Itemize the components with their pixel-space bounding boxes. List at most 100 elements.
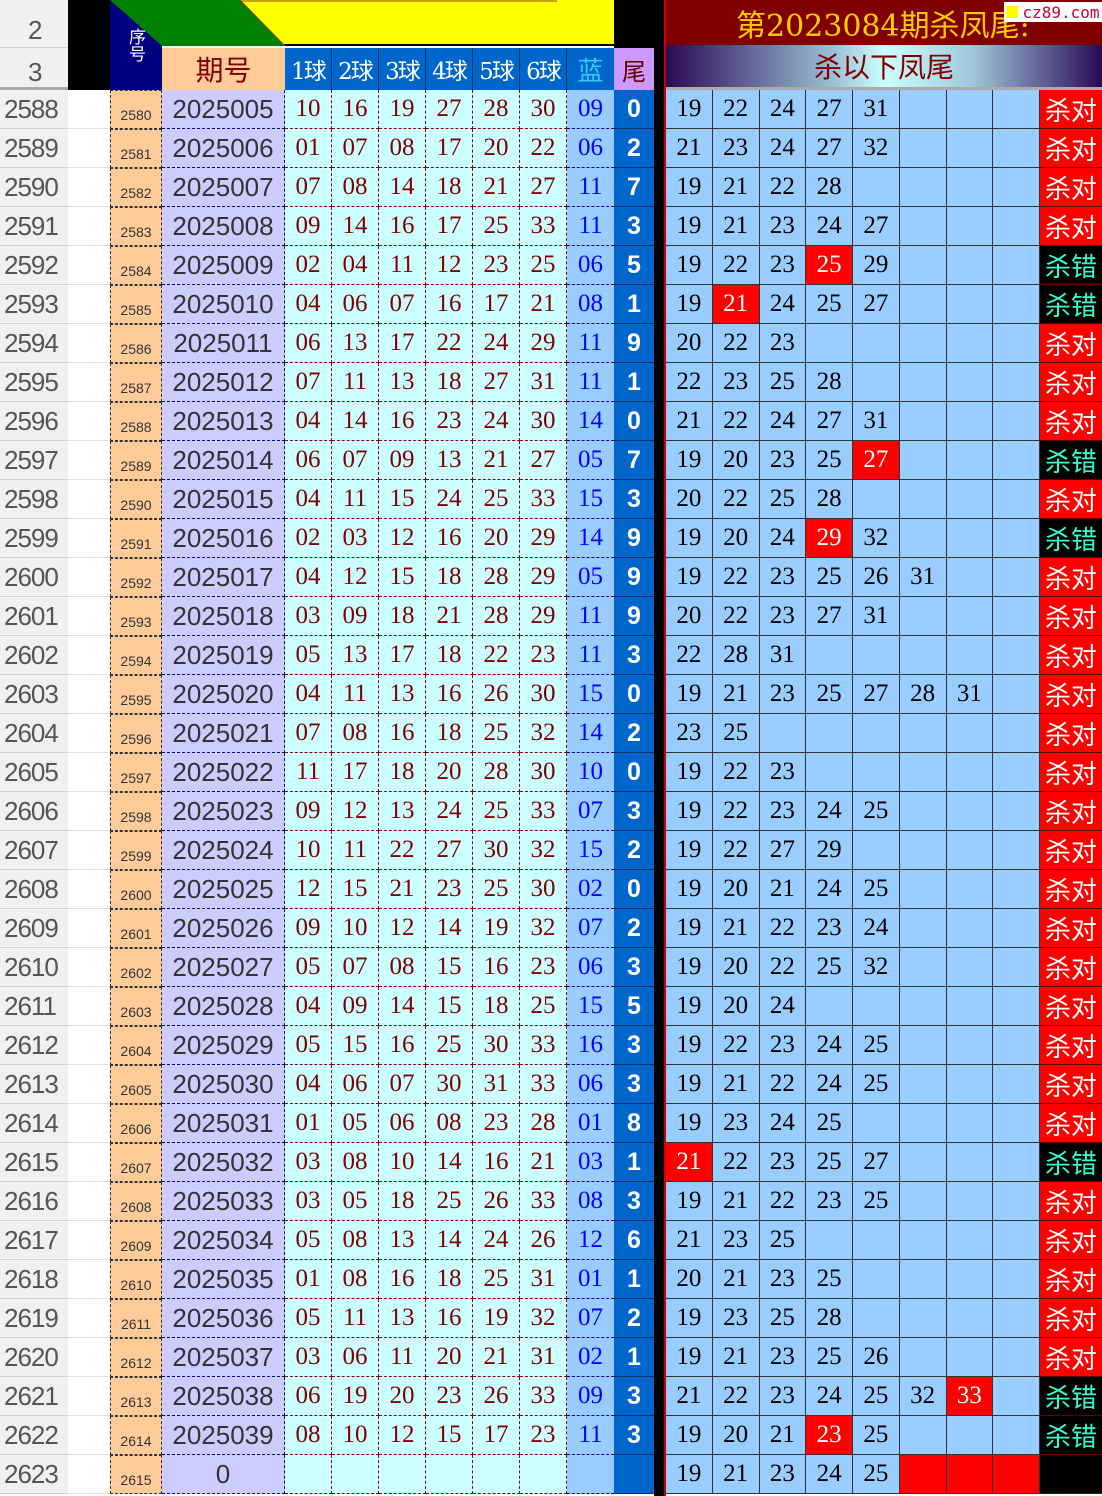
ball-cell[interactable]: 05 bbox=[285, 1221, 332, 1260]
ball-cell[interactable]: 09 bbox=[285, 909, 332, 948]
ball-cell[interactable]: 04 bbox=[285, 285, 332, 324]
blank-cell[interactable] bbox=[68, 168, 110, 207]
kill-number[interactable] bbox=[853, 714, 900, 753]
blank-cell[interactable] bbox=[68, 246, 110, 285]
kill-number[interactable]: 20 bbox=[712, 519, 760, 558]
ball-cell[interactable]: 07 bbox=[285, 168, 332, 207]
blue-ball-cell[interactable]: 01 bbox=[567, 1104, 614, 1143]
ball-cell[interactable]: 25 bbox=[473, 870, 520, 909]
ball-cell[interactable]: 31 bbox=[520, 1260, 567, 1299]
seq-cell[interactable]: 2586 bbox=[110, 324, 162, 363]
period-cell[interactable]: 2025013 bbox=[162, 402, 285, 441]
kill-number[interactable] bbox=[946, 168, 994, 207]
ball-cell[interactable]: 33 bbox=[520, 792, 567, 831]
kill-number[interactable]: 31 bbox=[853, 402, 900, 441]
kill-number[interactable] bbox=[993, 246, 1040, 285]
period-cell[interactable]: 2025025 bbox=[162, 870, 285, 909]
ball-cell[interactable]: 14 bbox=[379, 168, 426, 207]
ball-cell[interactable]: 12 bbox=[285, 870, 332, 909]
blank-cell[interactable] bbox=[68, 558, 110, 597]
ball-cell[interactable]: 05 bbox=[332, 1182, 379, 1221]
ball-cell[interactable]: 21 bbox=[473, 1338, 520, 1377]
kill-number[interactable]: 25 bbox=[853, 1377, 900, 1416]
kill-number-hit[interactable]: 29 bbox=[806, 519, 853, 558]
kill-number[interactable]: 27 bbox=[806, 402, 853, 441]
period-cell[interactable]: 2025022 bbox=[162, 753, 285, 792]
kill-number[interactable] bbox=[946, 1455, 994, 1494]
ball-cell[interactable]: 12 bbox=[379, 909, 426, 948]
ball-cell[interactable]: 13 bbox=[379, 792, 426, 831]
row-header[interactable]: 2604 bbox=[0, 714, 68, 753]
kill-number[interactable]: 19 bbox=[666, 909, 713, 948]
tail-cell[interactable]: 2 bbox=[614, 909, 654, 948]
kill-number[interactable]: 23 bbox=[759, 324, 807, 363]
period-cell[interactable]: 2025021 bbox=[162, 714, 285, 753]
kill-number[interactable] bbox=[946, 402, 994, 441]
ball-cell[interactable]: 16 bbox=[426, 675, 473, 714]
kill-number[interactable] bbox=[899, 636, 947, 675]
ball-cell[interactable]: 28 bbox=[520, 1104, 567, 1143]
tail-cell[interactable]: 5 bbox=[614, 987, 654, 1026]
blank-cell[interactable] bbox=[68, 1143, 110, 1182]
kill-number[interactable]: 32 bbox=[853, 948, 900, 987]
blue-ball-cell[interactable]: 06 bbox=[567, 1065, 614, 1104]
ball-cell[interactable]: 21 bbox=[473, 168, 520, 207]
kill-number[interactable]: 31 bbox=[899, 558, 947, 597]
ball-cell[interactable]: 25 bbox=[473, 207, 520, 246]
tail-cell[interactable]: 2 bbox=[614, 831, 654, 870]
ball-cell[interactable]: 03 bbox=[285, 1182, 332, 1221]
seq-cell[interactable]: 2605 bbox=[110, 1065, 162, 1104]
ball-cell[interactable]: 29 bbox=[520, 519, 567, 558]
ball-cell[interactable]: 04 bbox=[285, 402, 332, 441]
ball-cell[interactable]: 26 bbox=[473, 1377, 520, 1416]
kill-number[interactable] bbox=[993, 480, 1040, 519]
kill-number[interactable]: 32 bbox=[853, 129, 900, 168]
ball-cell[interactable] bbox=[285, 1455, 332, 1494]
ball-cell[interactable]: 30 bbox=[520, 675, 567, 714]
kill-number[interactable] bbox=[899, 987, 947, 1026]
seq-cell[interactable]: 2595 bbox=[110, 675, 162, 714]
row-header[interactable]: 2618 bbox=[0, 1260, 68, 1299]
seq-cell[interactable]: 2603 bbox=[110, 987, 162, 1026]
kill-number[interactable] bbox=[899, 1143, 947, 1182]
kill-number[interactable]: 25 bbox=[853, 1065, 900, 1104]
kill-number[interactable] bbox=[946, 870, 994, 909]
kill-number[interactable] bbox=[993, 987, 1040, 1026]
kill-number[interactable]: 24 bbox=[759, 90, 807, 129]
blue-ball-cell[interactable]: 12 bbox=[567, 1221, 614, 1260]
tail-cell[interactable]: 6 bbox=[614, 1221, 654, 1260]
row-header[interactable]: 2602 bbox=[0, 636, 68, 675]
kill-number[interactable]: 21 bbox=[712, 207, 760, 246]
kill-number[interactable] bbox=[993, 1260, 1040, 1299]
period-cell[interactable]: 2025019 bbox=[162, 636, 285, 675]
blue-ball-cell[interactable]: 15 bbox=[567, 675, 614, 714]
ball-cell[interactable]: 28 bbox=[473, 90, 520, 129]
blue-ball-cell[interactable]: 08 bbox=[567, 285, 614, 324]
ball-cell[interactable]: 06 bbox=[285, 441, 332, 480]
period-cell[interactable]: 2025032 bbox=[162, 1143, 285, 1182]
ball-cell[interactable]: 32 bbox=[520, 831, 567, 870]
ball-cell[interactable]: 33 bbox=[520, 480, 567, 519]
blank-cell[interactable] bbox=[68, 1182, 110, 1221]
row-header[interactable]: 2621 bbox=[0, 1377, 68, 1416]
kill-number[interactable] bbox=[853, 1221, 900, 1260]
kill-number[interactable]: 22 bbox=[759, 1182, 807, 1221]
ball-cell[interactable]: 30 bbox=[520, 753, 567, 792]
tail-cell[interactable]: 0 bbox=[614, 870, 654, 909]
tail-cell[interactable]: 7 bbox=[614, 168, 654, 207]
seq-cell[interactable]: 2593 bbox=[110, 597, 162, 636]
kill-number[interactable] bbox=[899, 948, 947, 987]
seq-cell[interactable]: 2581 bbox=[110, 129, 162, 168]
ball-cell[interactable]: 08 bbox=[332, 1260, 379, 1299]
ball-cell[interactable]: 13 bbox=[379, 1299, 426, 1338]
kill-number[interactable] bbox=[853, 363, 900, 402]
ball-cell[interactable]: 11 bbox=[332, 363, 379, 402]
row-header[interactable]: 2603 bbox=[0, 675, 68, 714]
blue-ball-cell[interactable]: 16 bbox=[567, 1026, 614, 1065]
kill-number[interactable]: 21 bbox=[712, 909, 760, 948]
kill-number[interactable] bbox=[899, 441, 947, 480]
kill-number[interactable] bbox=[993, 831, 1040, 870]
kill-number[interactable] bbox=[993, 90, 1040, 129]
blank-cell[interactable] bbox=[68, 1260, 110, 1299]
ball-cell[interactable]: 32 bbox=[520, 909, 567, 948]
